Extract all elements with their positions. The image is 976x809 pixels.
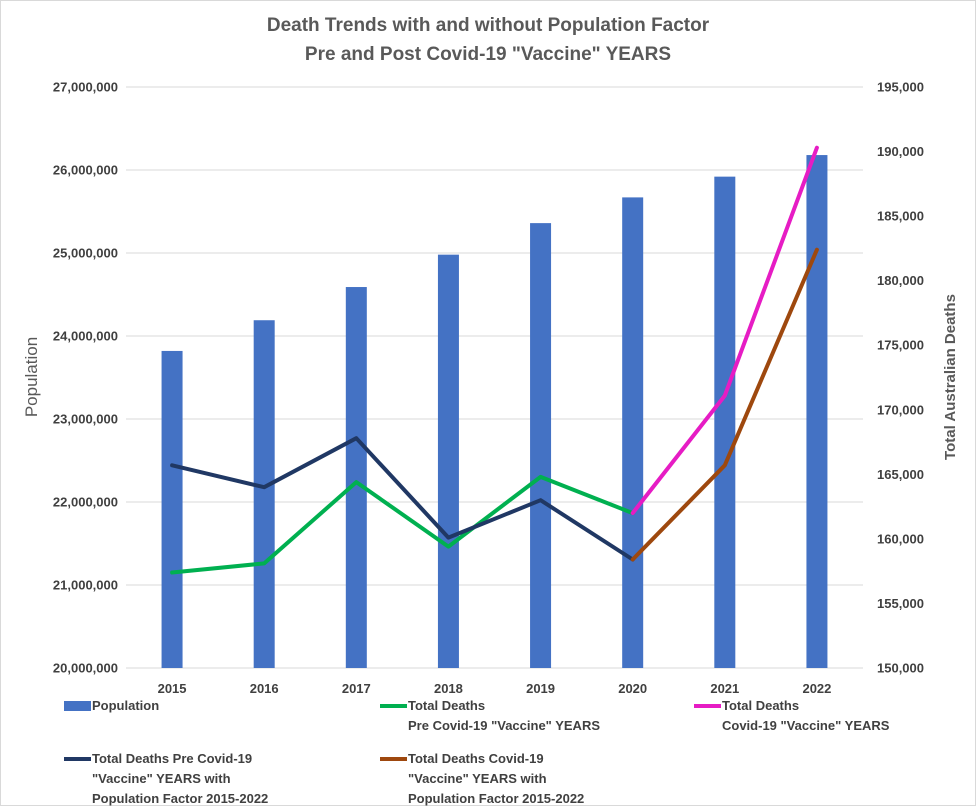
population-bar (622, 197, 644, 668)
x-axis-ticks: 2015 2016 2017 2018 2019 2020 2021 2022 (158, 681, 832, 696)
right-tick-label: 165,000 (877, 467, 924, 482)
chart-title-line-2: Pre and Post Covid-19 "Vaccine" YEARS (305, 44, 671, 65)
legend-label: Population (92, 698, 160, 713)
right-tick-label: 155,000 (877, 596, 924, 611)
x-tick-label: 2021 (710, 681, 739, 696)
right-tick-label: 180,000 (877, 273, 924, 288)
population-bar (530, 223, 552, 668)
deaths-series-line-4 (630, 247, 819, 562)
left-axis-title: Population (22, 337, 41, 417)
left-tick-label: 21,000,000 (53, 578, 118, 593)
deaths-series-line-3 (170, 436, 635, 562)
population-bar (714, 176, 736, 668)
left-tick-label: 20,000,000 (53, 661, 118, 676)
population-bar (345, 287, 367, 668)
grid-lines (126, 86, 863, 669)
legend-swatch (64, 757, 91, 761)
death-lines (170, 145, 819, 575)
left-tick-label: 24,000,000 (53, 329, 118, 344)
left-tick-label: 23,000,000 (53, 412, 118, 427)
population-bar (253, 320, 275, 668)
x-tick-label: 2015 (158, 681, 187, 696)
deaths-series-line-1 (170, 474, 635, 575)
right-tick-label: 175,000 (877, 338, 924, 353)
left-tick-label: 22,000,000 (53, 495, 118, 510)
x-tick-label: 2019 (526, 681, 555, 696)
right-tick-label: 170,000 (877, 402, 924, 417)
right-tick-label: 190,000 (877, 144, 924, 159)
right-axis-ticks: 150,000 155,000 160,000 165,000 170,000 175,0… (877, 80, 924, 676)
legend-swatch (64, 701, 91, 711)
chart-title-line-1: Death Trends with and without Population… (267, 15, 710, 36)
population-bar (806, 155, 828, 668)
x-tick-label: 2016 (250, 681, 279, 696)
right-tick-label: 160,000 (877, 531, 924, 546)
x-tick-label: 2017 (342, 681, 371, 696)
left-axis-ticks: 20,000,000 21,000,000 22,000,000 23,000,000… (53, 80, 118, 676)
legend-label: Total Deaths Covid-19 "Vaccine" YEARS wit… (408, 751, 585, 806)
population-bars (161, 155, 828, 668)
legend-swatch (380, 704, 407, 708)
right-axis-title: Total Australian Deaths (942, 294, 959, 460)
legend-label: Total Deaths Pre Covid-19 "Vaccine" YEARS (408, 698, 601, 733)
legend-label: Total Deaths Pre Covid-19 "Vaccine" YEARS… (92, 751, 269, 806)
population-bar (161, 350, 183, 668)
deaths-series-line-2 (630, 145, 819, 516)
right-tick-label: 195,000 (877, 80, 924, 95)
x-tick-label: 2020 (618, 681, 647, 696)
legend-swatch (694, 704, 721, 708)
legend-label: Total Deaths Covid-19 "Vaccine" YEARS (722, 698, 890, 733)
x-tick-label: 2022 (802, 681, 831, 696)
population-bar (437, 254, 459, 668)
left-tick-label: 26,000,000 (53, 163, 118, 178)
left-tick-label: 27,000,000 (53, 80, 118, 95)
right-tick-label: 150,000 (877, 661, 924, 676)
left-tick-label: 25,000,000 (53, 246, 118, 261)
x-tick-label: 2018 (434, 681, 463, 696)
legend-swatch (380, 757, 407, 761)
right-tick-label: 185,000 (877, 209, 924, 224)
